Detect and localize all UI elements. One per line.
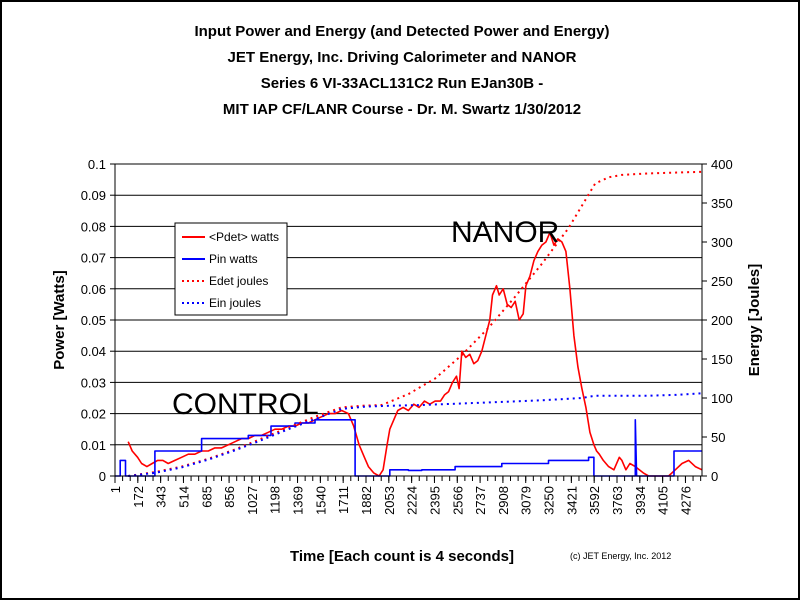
x-tick-label: 685: [199, 486, 214, 508]
y-left-tick-label: 0.06: [81, 282, 106, 297]
title-line-1: Input Power and Energy (and Detected Pow…: [194, 23, 609, 40]
y-right-tick-label: 50: [711, 430, 725, 445]
y-right-tick-label: 0: [711, 469, 718, 484]
y-right-tick-labels: 0 50 100 150 200 250 300 350 400: [711, 157, 733, 484]
y-left-tick-label: 0.09: [81, 188, 106, 203]
x-tick-label: 2566: [450, 486, 465, 515]
series-line-3: [128, 392, 703, 477]
y-left-tick-labels: 0 0.01 0.02 0.03 0.04 0.05 0.06 0.07 0.08 0.09 0.1: [81, 157, 106, 484]
y-right-tick-label: 100: [711, 391, 733, 406]
y-right-tick-label: 400: [711, 157, 733, 172]
legend: <Pdet> watts Pin watts Edet joules Ein joul…: [174, 222, 288, 316]
x-tick-label: 2224: [405, 486, 420, 515]
legend-label-3: Ein joules: [209, 296, 261, 310]
x-tick-label: 4105: [656, 486, 671, 515]
x-tick-label: 343: [154, 486, 169, 508]
x-tick-label: 3421: [564, 486, 579, 515]
y-right-tick-label: 150: [711, 352, 733, 367]
x-tick-label: 3079: [519, 486, 534, 515]
x-tick-label: 1540: [313, 486, 328, 515]
series-lines: [115, 170, 703, 477]
x-tick-label: 2737: [473, 486, 488, 515]
x-tick-label: 3934: [633, 486, 648, 515]
y-left-tick-label: 0.01: [81, 438, 106, 453]
x-tick-label: 3592: [587, 486, 602, 515]
x-tick-label: 2395: [427, 486, 442, 515]
x-tick-label: 514: [176, 486, 191, 508]
x-tick-label: 1198: [268, 486, 283, 514]
gridlines: [115, 163, 702, 477]
y-left-tick-label: 0.04: [81, 344, 106, 359]
x-tick-label: 4276: [678, 486, 693, 515]
x-tick-label: 2908: [496, 486, 511, 515]
y-left-tick-label: 0.03: [81, 375, 106, 390]
axes: [110, 163, 707, 483]
series-line-2: [128, 170, 703, 477]
title-line-3: Series 6 VI-33ACL131C2 Run EJan30B -: [261, 75, 544, 92]
series-line-1: [115, 418, 702, 477]
y-left-tick-label: 0.02: [81, 407, 106, 422]
y-right-tick-label: 250: [711, 274, 733, 289]
y-left-tick-label: 0.1: [88, 157, 106, 172]
legend-label-1: Pin watts: [209, 252, 258, 266]
legend-label-2: Edet joules: [209, 274, 268, 288]
x-tick-label: 2053: [382, 486, 397, 515]
copyright-credit: (c) JET Energy, Inc. 2012: [570, 551, 671, 561]
x-tick-label: 1369: [291, 486, 306, 515]
legend-label-0: <Pdet> watts: [209, 230, 279, 244]
x-tick-label: 3763: [610, 486, 625, 515]
chart-title: Input Power and Energy (and Detected Pow…: [194, 23, 609, 118]
annotation-control: CONTROL: [172, 388, 319, 421]
annotation-nanor: NANOR: [451, 216, 559, 249]
x-tick-label: 1882: [359, 486, 374, 515]
x-tick-label: 1711: [336, 486, 351, 514]
x-tick-label: 856: [222, 486, 237, 508]
x-tick-label: 1027: [245, 486, 260, 515]
y-left-tick-label: 0: [99, 469, 106, 484]
title-line-2: JET Energy, Inc. Driving Calorimeter and…: [228, 49, 577, 66]
y-left-tick-label: 0.07: [81, 251, 106, 266]
x-tick-label: 172: [131, 486, 146, 508]
y-left-tick-label: 0.08: [81, 219, 106, 234]
x-tick-label: 3250: [542, 486, 557, 515]
x-tick-label: 1: [108, 486, 123, 493]
title-line-4: MIT IAP CF/LANR Course - Dr. M. Swartz 1…: [223, 101, 581, 118]
legend-box: [174, 222, 288, 316]
y-left-axis-title: Power [Watts]: [51, 270, 68, 369]
y-right-tick-label: 300: [711, 235, 733, 250]
y-left-tick-label: 0.05: [81, 313, 106, 328]
y-right-tick-label: 200: [711, 313, 733, 328]
x-axis-title: Time [Each count is 4 seconds]: [290, 548, 514, 565]
x-tick-labels: 1 172 343 514 685 856 1027 1198 1369 1540 1711 1882…: [108, 486, 693, 515]
y-right-axis-title: Energy [Joules]: [746, 264, 763, 377]
y-right-tick-label: 350: [711, 196, 733, 211]
